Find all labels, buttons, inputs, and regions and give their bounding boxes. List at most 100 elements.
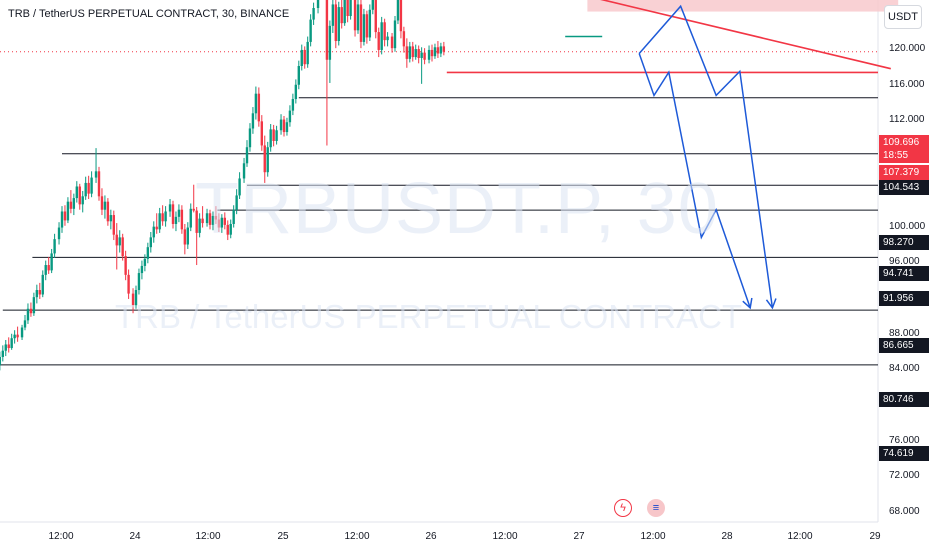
candle-body: [343, 0, 346, 24]
time-tick: 25: [277, 531, 289, 542]
candle: [13, 330, 16, 344]
watermark-symbol: TRBUSDT.P, 30: [195, 169, 719, 249]
candle: [26, 303, 30, 324]
candle-body: [66, 201, 70, 221]
candle-body: [155, 226, 158, 230]
candle: [232, 205, 235, 228]
candle: [155, 213, 158, 234]
candle: [146, 242, 150, 264]
candle-body: [294, 84, 298, 100]
candle-body: [38, 290, 41, 295]
candle: [20, 324, 24, 341]
candle: [44, 260, 47, 281]
candle-body: [158, 213, 161, 230]
candle: [430, 44, 434, 62]
candle: [300, 44, 303, 71]
candle-body: [303, 49, 306, 65]
candle: [124, 250, 127, 281]
projection-arrowhead: [765, 298, 777, 310]
candle: [143, 254, 147, 272]
candle: [411, 41, 414, 62]
chart-title: TRB / TetherUS PERPETUAL CONTRACT, 30, B…: [8, 8, 290, 20]
candle-body: [377, 32, 380, 50]
candle: [436, 41, 440, 58]
candle: [285, 117, 289, 136]
candle: [371, 0, 374, 15]
level-badge: 104.543: [879, 180, 929, 195]
candle-body: [436, 47, 440, 54]
candle: [288, 105, 292, 127]
candle: [131, 288, 135, 314]
candle: [223, 212, 226, 230]
candle-body: [374, 0, 377, 33]
candle: [353, 0, 357, 37]
candle-body: [340, 7, 343, 24]
candle: [248, 123, 252, 152]
candle-body: [414, 49, 417, 58]
candle-body: [396, 0, 400, 21]
candle: [306, 36, 309, 68]
candle: [303, 46, 306, 69]
candle: [29, 302, 33, 317]
candle: [226, 220, 229, 241]
candle-body: [254, 93, 258, 114]
candle: [417, 45, 420, 64]
candle-body: [164, 211, 167, 222]
candle-body: [393, 20, 397, 49]
candle-body: [112, 215, 115, 235]
candle: [158, 207, 161, 233]
candle-body: [279, 119, 283, 131]
candle: [171, 200, 175, 229]
candle-body: [211, 215, 215, 225]
candle: [374, 0, 377, 39]
candle: [365, 10, 369, 44]
candle: [180, 205, 184, 234]
candle-body: [26, 308, 30, 321]
candle-body: [439, 46, 443, 54]
candle: [38, 282, 41, 299]
candle-body: [371, 0, 374, 10]
candle: [346, 0, 349, 23]
candle: [439, 42, 443, 58]
candle: [4, 340, 7, 357]
projection-path: [638, 4, 774, 308]
candle-body: [131, 293, 135, 306]
projection-arrowhead: [742, 297, 753, 310]
candle-body: [346, 0, 349, 17]
candle-body: [60, 211, 64, 228]
candle: [174, 211, 178, 232]
candle: [69, 190, 73, 214]
flash-icon[interactable]: ϟ: [614, 499, 632, 517]
candle: [275, 125, 278, 145]
candle-body: [177, 209, 181, 217]
candle: [97, 166, 101, 201]
candle: [195, 207, 198, 266]
candle-body: [29, 308, 33, 314]
candle: [349, 0, 352, 20]
candle: [109, 209, 113, 230]
candle: [309, 14, 312, 47]
time-tick: 12:00: [492, 531, 518, 542]
candle-body: [306, 41, 309, 65]
candle: [186, 222, 189, 249]
candle: [66, 197, 70, 224]
currency-button[interactable]: USDT: [884, 5, 922, 29]
candle-body: [272, 129, 275, 141]
candle: [427, 45, 431, 64]
candle: [390, 32, 394, 53]
time-tick: 29: [869, 531, 881, 542]
candle-body: [115, 234, 118, 246]
candle: [201, 206, 204, 228]
us-flag-icon[interactable]: ≡: [647, 499, 665, 517]
candle: [60, 206, 64, 233]
candle-body: [328, 25, 332, 60]
price-tick: 100.000: [889, 221, 926, 232]
candle-body: [195, 210, 198, 233]
candle-body: [109, 215, 113, 222]
candle-body: [87, 182, 90, 194]
candle-body: [288, 110, 292, 123]
candle: [198, 213, 201, 238]
candle: [94, 148, 98, 183]
candle: [380, 16, 383, 55]
